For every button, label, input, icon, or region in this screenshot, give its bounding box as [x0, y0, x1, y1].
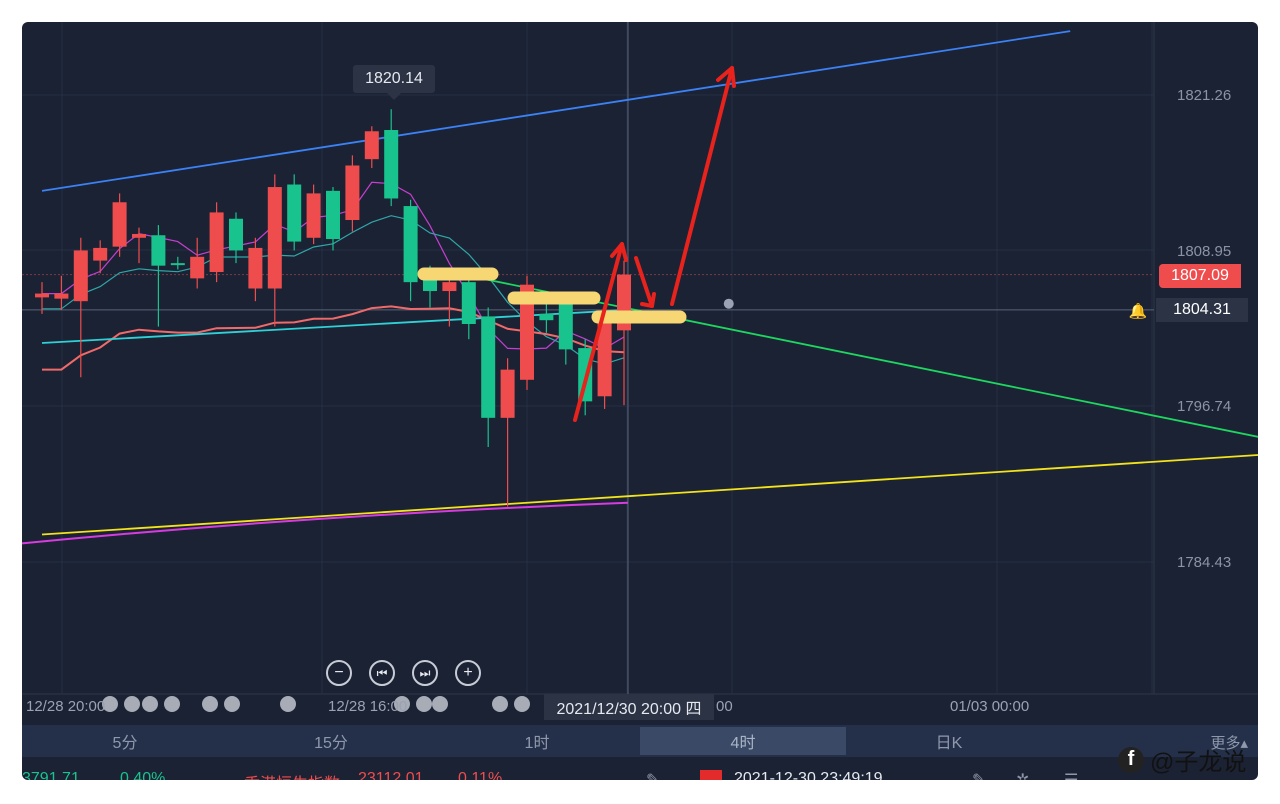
red-arrow: [573, 242, 624, 422]
candle-body: [93, 247, 108, 261]
price-tick: 1796.74: [1177, 398, 1232, 415]
candle-body: [54, 293, 69, 299]
candlestick-chart[interactable]: [22, 22, 1258, 722]
candle-body: [267, 187, 282, 289]
candle-body: [287, 184, 302, 242]
candle-body: [170, 263, 185, 266]
period-tabs: 5分 15分 1时 4时 日K 更多▴: [22, 725, 1258, 757]
candle-body: [384, 129, 399, 199]
candle-body: [539, 313, 554, 321]
time-tick: 00: [716, 698, 733, 715]
candle-body: [151, 235, 166, 266]
menu-icon[interactable]: ☰: [1064, 770, 1078, 780]
candle-body: [481, 316, 496, 418]
tab-15min[interactable]: 15分: [314, 735, 348, 752]
settings-icon[interactable]: ✲: [1016, 770, 1029, 780]
trend-line-handle: [723, 298, 734, 309]
candle-body: [132, 233, 146, 238]
high-price-tooltip: 1820.14: [353, 65, 435, 100]
candle-body: [558, 303, 573, 350]
scroll-handles[interactable]: [280, 696, 296, 714]
candle-body: [500, 369, 515, 418]
red-arrow-head: [610, 242, 628, 262]
candle-body: [520, 284, 534, 380]
red-arrow-head: [640, 292, 656, 308]
candle-body: [345, 165, 360, 221]
ticker-value: 3791.71: [22, 770, 80, 780]
watermark: f @子龙说: [1118, 742, 1246, 777]
candle-body: [35, 293, 49, 298]
tab-4hour[interactable]: 4时: [640, 727, 846, 755]
candle-body: [442, 282, 457, 292]
scroll-handles[interactable]: [102, 696, 140, 714]
candle-body: [73, 250, 88, 302]
ticker-value: 23112.01: [358, 770, 424, 780]
candle-body: [306, 193, 321, 238]
current-price-tag: 1807.09: [1159, 264, 1241, 288]
zoom-out-button[interactable]: −: [326, 660, 352, 686]
time-tick: 01/03 00:00: [950, 698, 1030, 715]
ticker-datetime: 2021-12-30 23:49:19: [734, 770, 883, 780]
tab-daily[interactable]: 日K: [935, 735, 963, 752]
bell-icon[interactable]: 🔔: [1128, 303, 1148, 320]
zoom-in-button[interactable]: +: [455, 660, 481, 686]
ticker-change: 0.11%: [458, 770, 503, 780]
price-tick: 1808.95: [1177, 243, 1232, 260]
crosshair-price-tag: 1804.31: [1156, 298, 1248, 322]
candle-body: [326, 190, 340, 240]
ma-line-magenta: [22, 501, 629, 545]
more-button[interactable]: 更多▴: [1210, 735, 1248, 752]
red-arrow: [634, 256, 654, 308]
scroll-handles[interactable]: [432, 696, 448, 714]
tab-5min[interactable]: 5分: [112, 735, 138, 752]
trend-line: [41, 30, 1071, 192]
pin-icon[interactable]: ✎: [646, 770, 659, 780]
flag-icon: [700, 770, 722, 780]
candle-body: [190, 256, 205, 279]
ticker-index-name: 香港恒生指数: [244, 770, 340, 780]
candle-body: [597, 322, 612, 397]
red-arrow: [670, 66, 734, 306]
candle-body: [403, 206, 418, 283]
scroll-handles[interactable]: [394, 696, 432, 714]
trading-app: 1821.26 1808.95 1796.74 1784.43 1807.09 …: [22, 22, 1258, 780]
facebook-icon: f: [1118, 746, 1144, 773]
watermark-text: @子龙说: [1150, 749, 1247, 776]
scroll-handles[interactable]: [142, 696, 180, 714]
candle-body: [248, 247, 263, 289]
candle-body: [229, 218, 243, 251]
scroll-handles[interactable]: [492, 696, 530, 714]
scroll-handles[interactable]: [202, 696, 240, 714]
candle-body: [209, 212, 224, 273]
candle-body: [461, 282, 476, 324]
tab-1hour[interactable]: 1时: [524, 735, 550, 752]
price-tick: 1784.43: [1177, 554, 1232, 571]
ticker-bar: 3791.71 0.40% 香港恒生指数 23112.01 0.11% ✎ 20…: [22, 766, 1258, 780]
trend-line: [41, 454, 1258, 536]
next-icon[interactable]: ⏭: [412, 660, 438, 686]
candle-body: [112, 202, 127, 247]
time-tick: 12/28 16:00: [328, 698, 408, 715]
time-tick: 12/28 20:00: [26, 698, 106, 715]
previous-icon[interactable]: ⏮: [369, 660, 395, 686]
draw-tool-icon[interactable]: ✎: [972, 770, 985, 780]
candle-body: [364, 131, 379, 160]
price-tick: 1821.26: [1177, 87, 1232, 104]
ticker-change: 0.40%: [120, 770, 166, 780]
trend-line: [41, 309, 625, 344]
crosshair-time-tag: 2021/12/30 20:00 四: [544, 694, 714, 720]
red-arrow-head: [716, 66, 736, 88]
